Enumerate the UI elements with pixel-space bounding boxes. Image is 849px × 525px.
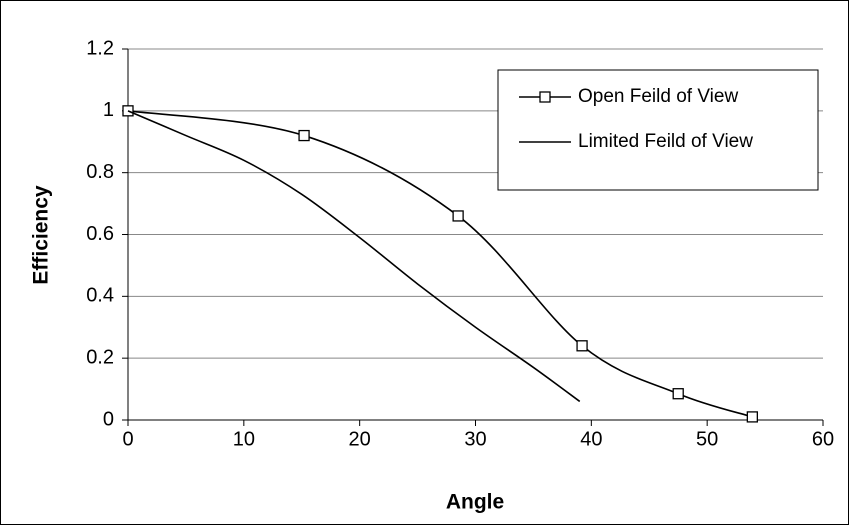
legend-marker (539, 91, 551, 103)
x-tick-label: 10 (233, 428, 255, 450)
data-point (746, 411, 758, 423)
legend-label: Limited Feild of View (578, 131, 753, 152)
y-tick-label: 0.4 (86, 285, 114, 307)
x-tick-label: 0 (122, 428, 133, 450)
x-tick-label: 60 (812, 428, 834, 450)
data-point (122, 105, 134, 117)
data-point (298, 129, 310, 142)
x-tick-label: 40 (580, 428, 602, 450)
y-axis-title: Efficiency (30, 185, 53, 285)
legend-label: Open Feild of View (578, 86, 738, 107)
x-axis-title: Angle (446, 491, 504, 514)
y-tick-label: 1 (103, 99, 114, 121)
data-point (672, 388, 684, 400)
y-tick-label: 1.2 (86, 37, 114, 59)
y-tick-label: 0 (103, 408, 114, 430)
data-point (576, 340, 588, 352)
y-tick-label: 0.2 (86, 346, 114, 368)
y-tick-label: 0.8 (86, 161, 114, 183)
legend-box (497, 69, 819, 191)
x-tick-label: 20 (349, 428, 371, 450)
data-point (452, 210, 464, 222)
line-series (127, 110, 581, 403)
x-tick-label: 30 (464, 428, 486, 450)
x-tick-label: 50 (696, 428, 718, 450)
y-tick-label: 0.6 (86, 223, 114, 245)
